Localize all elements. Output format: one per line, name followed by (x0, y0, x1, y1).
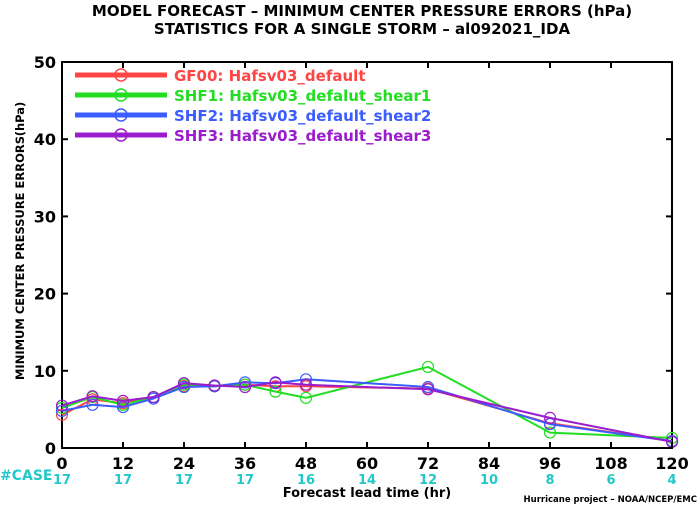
series-4-point (86, 390, 99, 403)
x-tick-label: 24 (173, 454, 195, 473)
x-tick-label: 0 (56, 454, 67, 473)
legend-label-2: SHF1: Hafsv03_defalut_shear1 (174, 87, 431, 105)
y-axis-label: MINIMUM CENTER PRESSURE ERRORS (13, 136, 27, 380)
case-count: 17 (175, 473, 193, 488)
x-tick-label: 12 (112, 454, 134, 473)
legend-marker-1 (114, 68, 128, 82)
series-4-point (299, 378, 313, 391)
legend: GF00: Hafsv03_default SHF1: Hafsv03_defal… (75, 67, 431, 145)
x-tick-label: 84 (478, 454, 500, 473)
legend-marker-3 (114, 108, 128, 122)
series-2-point (269, 385, 282, 398)
case-counts: 17 17 17 17 16 14 12 10 8 6 4 (53, 473, 677, 488)
y-tick-label: 10 (34, 362, 56, 381)
legend-marker-2 (114, 88, 128, 102)
chart-title: MODEL FORECAST – MINIMUM CENTER PRESSURE… (92, 2, 632, 20)
axes: 0 12 24 36 48 60 72 84 96 108 120 0 10 20 30 40 50 (34, 53, 689, 473)
x-tick-label: 108 (594, 454, 627, 473)
x-tick-label: 96 (539, 454, 561, 473)
x-tick-label: 60 (356, 454, 378, 473)
series-4-point (208, 379, 221, 392)
series-4-point (543, 411, 557, 424)
series-2-point (543, 426, 557, 439)
series-line-3 (61, 378, 673, 443)
legend-label-4: SHF3: Hafsv03_default_shear3 (174, 127, 431, 145)
legend-label-1: GF00: Hafsv03_default (174, 67, 365, 85)
series-4-point (116, 394, 130, 408)
x-axis-title: Forecast lead time (hr) (283, 486, 451, 501)
series-layer (55, 360, 679, 448)
series-3-point (177, 380, 191, 394)
case-count: 8 (545, 473, 554, 488)
case-count: 4 (667, 473, 676, 488)
y-tick-label: 20 (34, 285, 56, 304)
legend-label-3: SHF2: Hafsv03_default_shear2 (174, 107, 431, 125)
case-count: 17 (53, 473, 71, 488)
series-4-point (238, 380, 252, 394)
series-4-point (147, 390, 160, 404)
case-count: 14 (358, 473, 376, 488)
case-count: 16 (297, 473, 315, 488)
series-4-point (421, 383, 435, 396)
case-count: 6 (606, 473, 615, 488)
y-axis-unit-label: (hPa) (13, 102, 27, 137)
case-count: 12 (419, 473, 437, 488)
y-tick-label: 0 (45, 439, 56, 458)
y-axis-unit: (hPa) (13, 102, 27, 137)
chart-subtitle: STATISTICS FOR A SINGLE STORM – al092021… (154, 20, 571, 38)
series-4-point (269, 376, 282, 389)
series-2-point (299, 391, 313, 404)
x-tick-label: 72 (417, 454, 439, 473)
series-1-point (55, 408, 69, 421)
y-tick-label: 40 (34, 130, 56, 149)
series-3-point (86, 398, 99, 411)
case-count: 17 (236, 473, 254, 488)
y-axis-title: MINIMUM CENTER PRESSURE ERRORS (13, 136, 27, 380)
x-tick-label: 36 (234, 454, 256, 473)
series-4-point (55, 399, 69, 412)
credit-text: Hurricane project – NOAA/NCEP/EMC (524, 495, 697, 505)
case-label: #CASE (0, 468, 53, 484)
series-4-point (177, 377, 191, 390)
x-tick-label: 48 (295, 454, 317, 473)
series-2-point (421, 360, 435, 374)
y-tick-label: 50 (34, 53, 56, 72)
case-count: 17 (114, 473, 132, 488)
case-count: 10 (480, 473, 498, 488)
legend-marker-4 (114, 128, 128, 142)
x-tick-label: 120 (655, 454, 688, 473)
y-tick-label: 30 (34, 207, 56, 226)
